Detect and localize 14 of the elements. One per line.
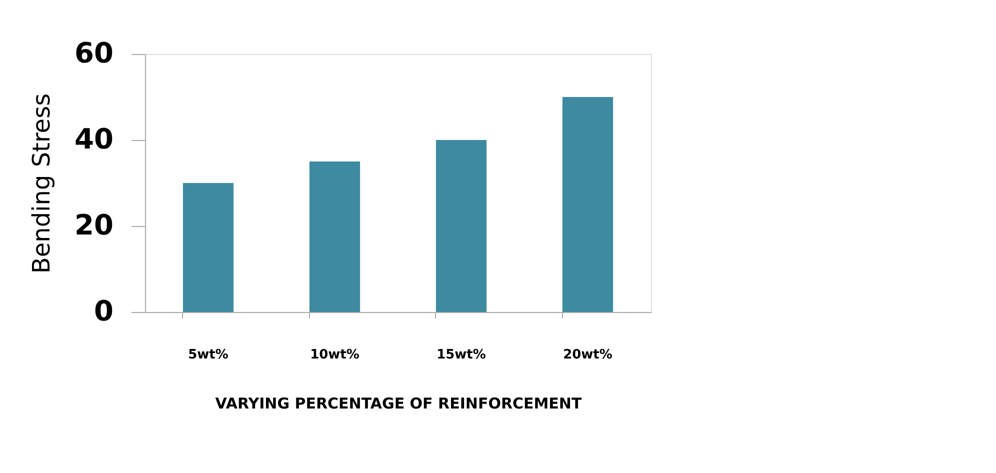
y-tick-label: 40 <box>74 122 114 156</box>
y-tick-label: 0 <box>94 294 114 328</box>
y-tick-label: 20 <box>74 208 114 242</box>
bar <box>436 140 487 312</box>
bar <box>182 183 234 312</box>
x-tick-label: 15wt% <box>436 348 486 362</box>
bar <box>309 162 360 312</box>
y-tick-label: 60 <box>74 36 114 70</box>
x-tick-label: 5wt% <box>188 348 228 362</box>
x-tick-label: 10wt% <box>310 348 360 362</box>
y-axis-title: Bending Stress <box>28 93 56 274</box>
x-tick-label: 20wt% <box>563 348 612 362</box>
x-axis-title: VARYING PERCENTAGE OF REINFORCEMENT <box>215 394 582 412</box>
bar <box>562 97 614 312</box>
